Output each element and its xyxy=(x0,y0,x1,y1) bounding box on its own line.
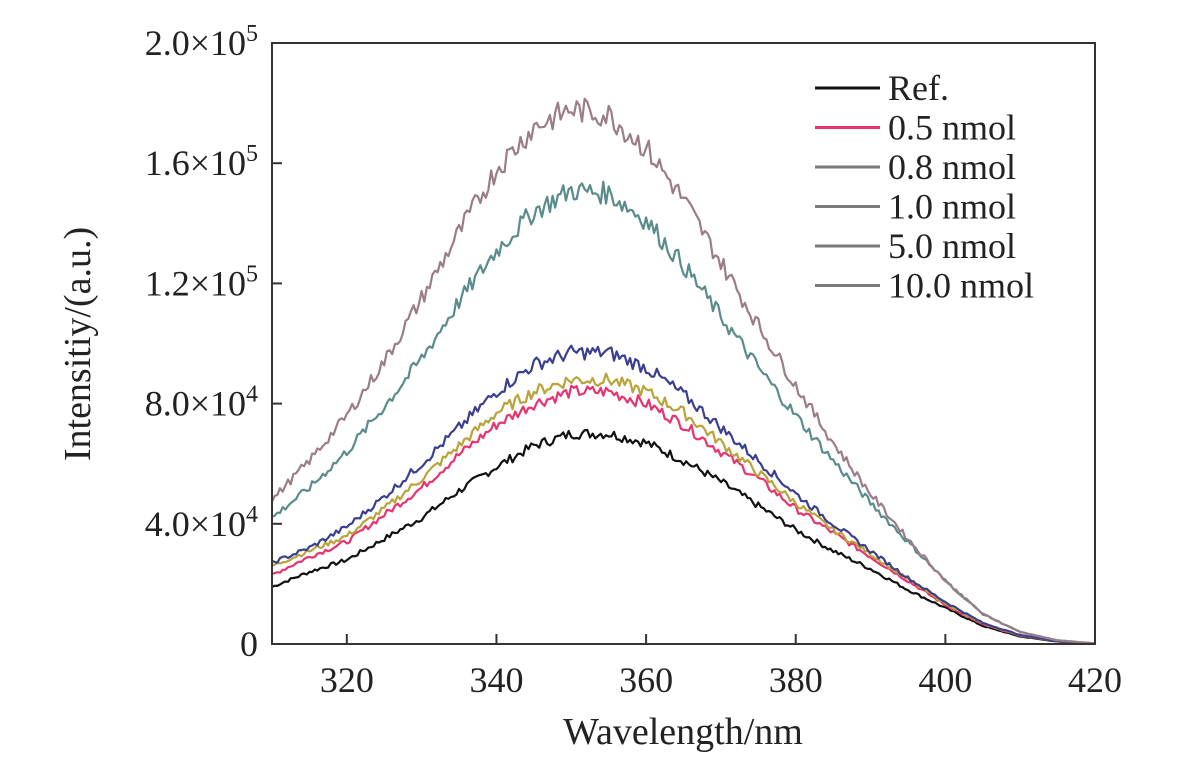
x-tick-label: 360 xyxy=(619,660,673,700)
legend-label: 0.8 nmol xyxy=(888,147,1016,187)
y-tick-label: 0 xyxy=(240,624,258,664)
x-tick-label: 380 xyxy=(769,660,823,700)
x-tick-label: 400 xyxy=(918,660,972,700)
series-line-1 xyxy=(272,384,1095,644)
series-layer xyxy=(272,97,1095,644)
y-tick-label: 8.0×104 xyxy=(145,382,258,424)
x-tick-label: 340 xyxy=(469,660,523,700)
y-tick-label: 1.6×105 xyxy=(145,141,258,183)
y-axis-title: Intensitiy/(a.u.) xyxy=(57,227,99,461)
x-axis: 320 340 360 380 400 420 xyxy=(320,634,1122,700)
x-tick-label: 320 xyxy=(320,660,374,700)
x-axis-title: Wavelength/nm xyxy=(563,711,803,753)
plot-frame xyxy=(271,42,1096,645)
legend-label: 5.0 nmol xyxy=(888,226,1016,266)
legend-label: Ref. xyxy=(888,68,949,108)
y-tick-label: 2.0×105 xyxy=(145,21,258,63)
y-tick-label: 1.2×105 xyxy=(145,261,258,303)
legend-label: 0.5 nmol xyxy=(888,108,1016,148)
series-line-0 xyxy=(272,428,1095,644)
y-axis: 0 4.0×104 8.0×104 1.2×105 1.6×105 2.0×105 xyxy=(145,21,282,664)
y-tick-label: 4.0×104 xyxy=(145,502,258,544)
legend-label: 1.0 nmol xyxy=(888,187,1016,227)
x-tick-label: 420 xyxy=(1068,660,1122,700)
series-line-3 xyxy=(272,344,1095,644)
series-line-5 xyxy=(272,97,1095,644)
legend-label: 10.0 nmol xyxy=(888,266,1034,306)
